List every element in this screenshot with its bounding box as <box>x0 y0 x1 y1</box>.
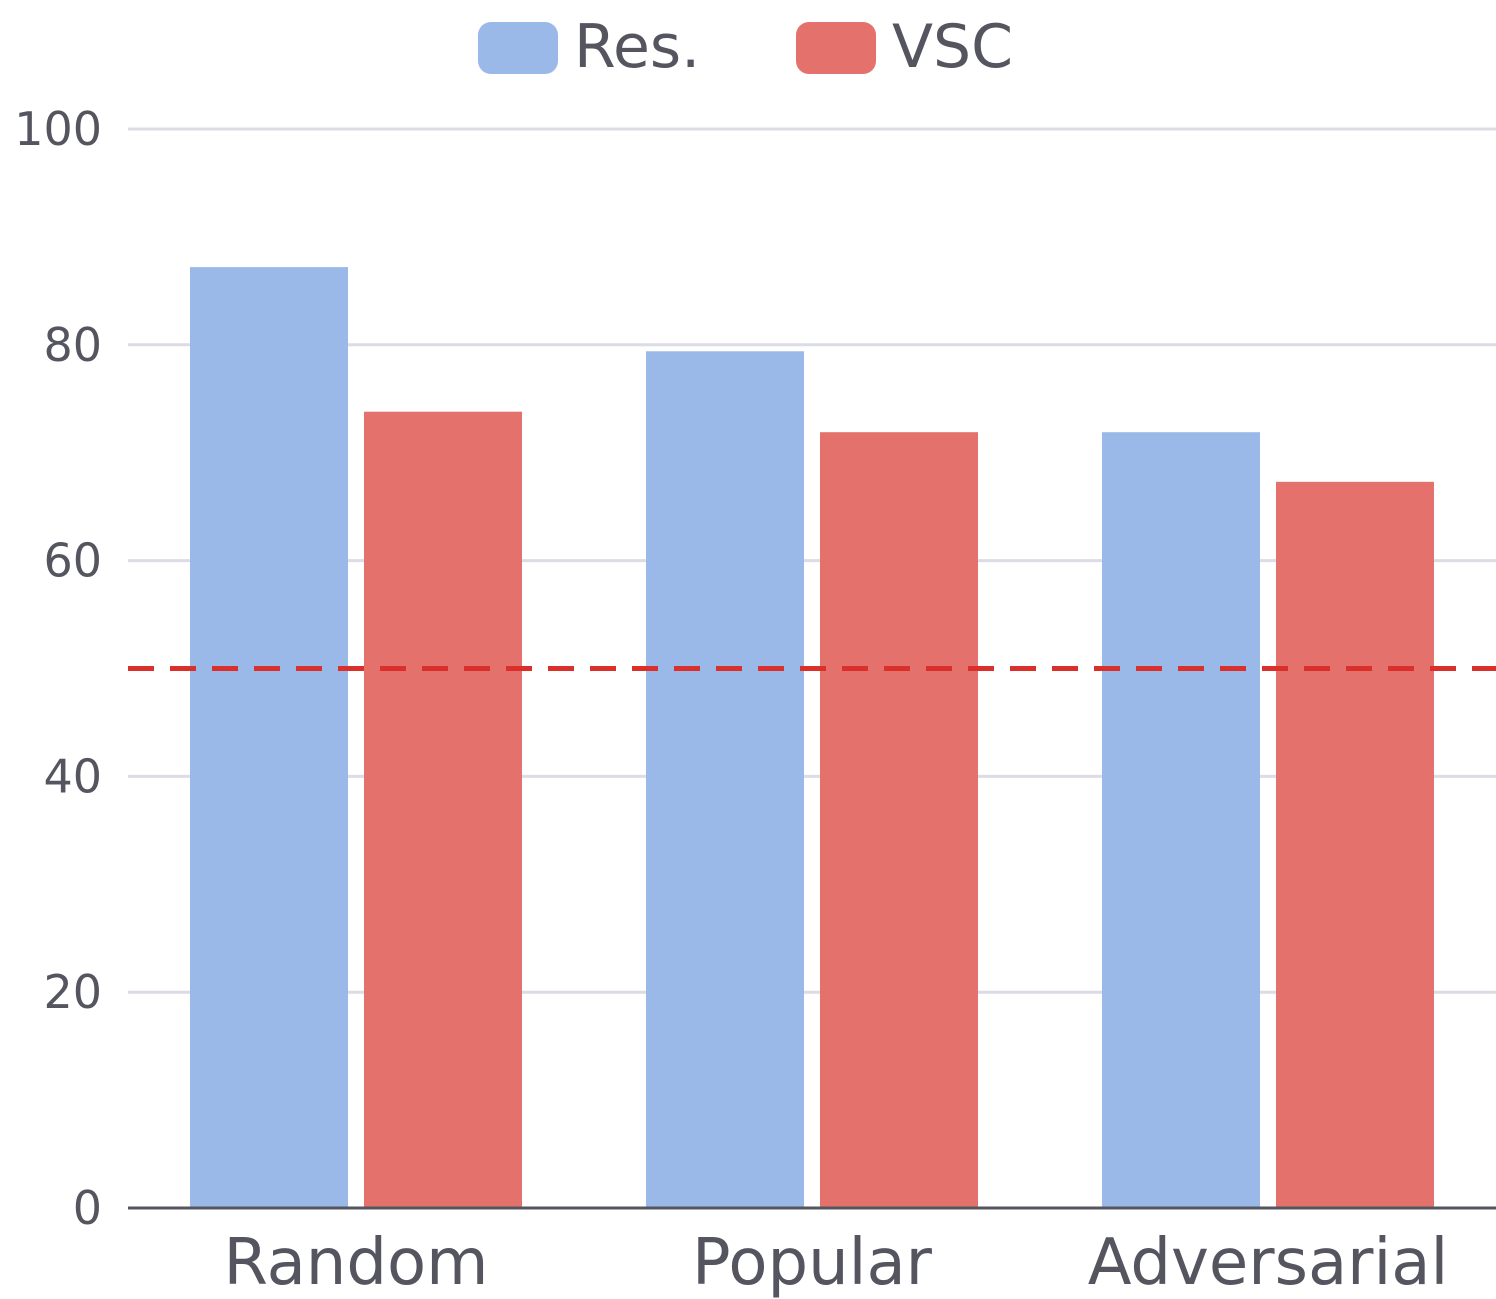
legend: Res. VSC <box>478 12 1013 82</box>
x-category-label: Random <box>224 1226 489 1299</box>
grid-lines <box>128 127 1496 994</box>
y-tick-label: 0 <box>73 1181 102 1235</box>
x-category-labels: Random Popular Adversarial <box>224 1226 1449 1299</box>
legend-swatch <box>478 22 558 74</box>
legend-swatch <box>796 22 876 74</box>
y-tick-label: 20 <box>43 965 102 1019</box>
legend-label: Res. <box>574 12 700 82</box>
bar-random-res <box>190 267 348 1208</box>
y-tick-label: 40 <box>43 749 102 803</box>
legend-label: VSC <box>892 12 1013 82</box>
bar-popular-vsc <box>820 432 978 1209</box>
x-category-label: Adversarial <box>1088 1226 1449 1299</box>
bar-adversarial-res <box>1102 432 1260 1209</box>
y-tick-labels: 0 20 40 60 80 100 <box>14 102 102 1235</box>
y-tick-label: 60 <box>43 534 102 588</box>
x-category-label: Popular <box>692 1226 933 1299</box>
legend-item-vsc[interactable]: VSC <box>796 12 1013 82</box>
y-tick-label: 100 <box>14 102 102 156</box>
bars <box>190 267 1434 1209</box>
bar-popular-res <box>646 351 804 1208</box>
bar-adversarial-vsc <box>1276 481 1434 1208</box>
legend-item-res[interactable]: Res. <box>478 12 700 82</box>
bar-random-vsc <box>364 411 522 1208</box>
y-tick-label: 80 <box>43 318 102 372</box>
